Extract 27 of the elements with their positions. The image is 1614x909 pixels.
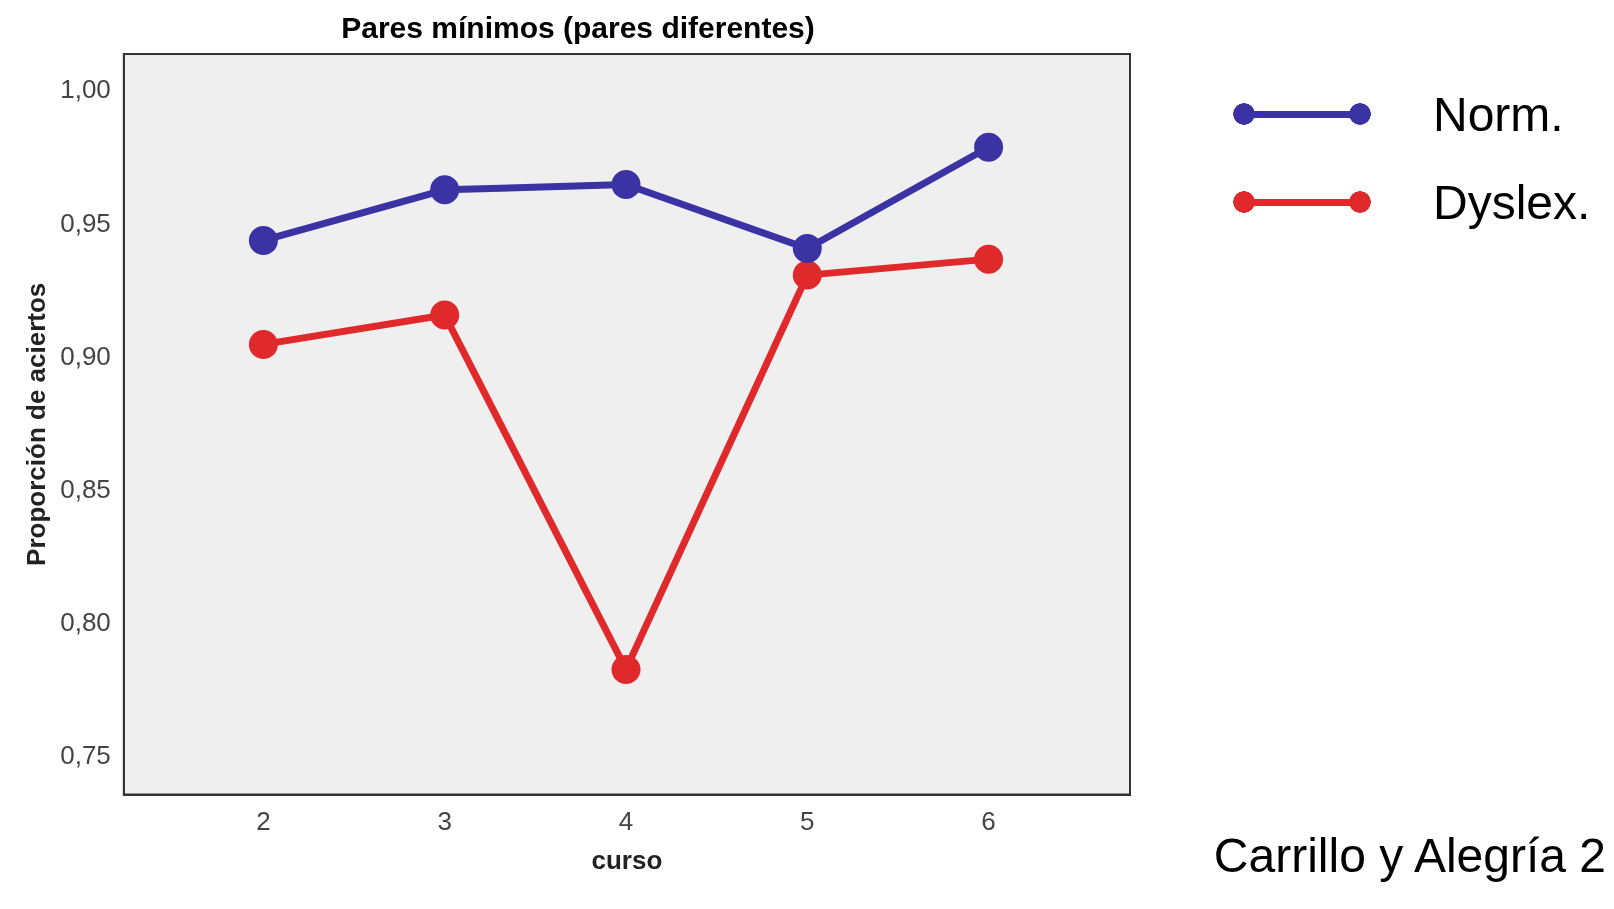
y-tick-label: 0,80: [60, 607, 111, 638]
y-axis-title: Proporción de aciertos: [20, 282, 51, 566]
point: [248, 329, 278, 359]
point: [611, 654, 641, 684]
point: [792, 233, 822, 263]
y-tick-label: 0,95: [60, 207, 111, 238]
point: [792, 260, 822, 290]
x-tick-label: 5: [800, 806, 815, 837]
point: [611, 170, 641, 200]
legend-label: Dyslex.: [1433, 174, 1591, 230]
chart-title: Pares mínimos (pares diferentes): [341, 11, 815, 45]
point: [248, 225, 278, 255]
point: [430, 300, 460, 330]
y-tick-label: 0,85: [60, 474, 111, 505]
point: [430, 175, 460, 205]
y-tick-label: 1,00: [60, 74, 111, 105]
point: [974, 132, 1004, 162]
point: [974, 244, 1004, 274]
x-tick-label: 4: [618, 806, 634, 837]
y-tick-label: 0,90: [60, 340, 111, 371]
x-axis-title: curso: [591, 844, 663, 875]
x-tick-label: 6: [981, 806, 996, 837]
x-tick-label: 3: [437, 806, 452, 837]
y-tick-label: 0,75: [60, 740, 111, 771]
text: Carrillo y Alegría 2: [1213, 828, 1606, 883]
x-tick-label: 2: [256, 806, 271, 837]
legend-label: Norm.: [1433, 86, 1564, 142]
